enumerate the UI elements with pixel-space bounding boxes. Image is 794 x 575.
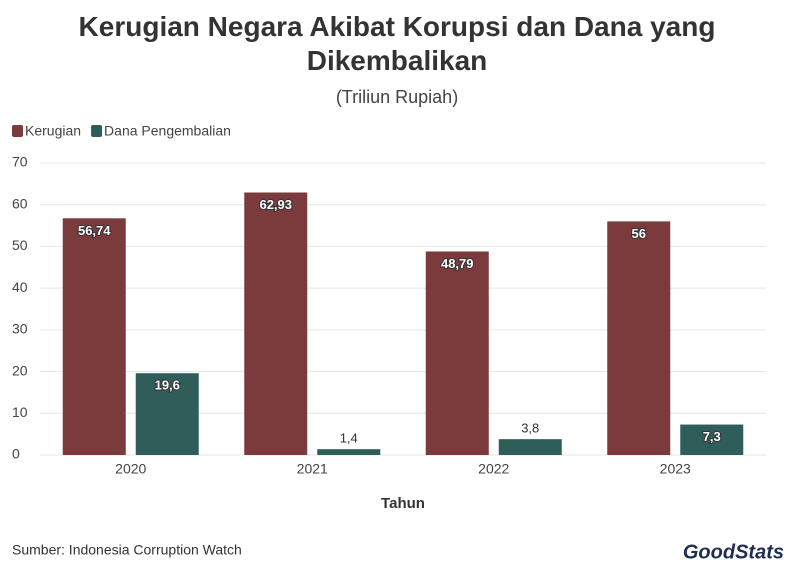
bar xyxy=(135,373,199,455)
data-label: 7,3 xyxy=(703,429,721,444)
y-tick-label: 30 xyxy=(12,321,28,337)
bar xyxy=(498,439,562,455)
data-label: 19,6 xyxy=(155,378,180,393)
data-label: 3,8 xyxy=(521,421,539,436)
legend-swatch xyxy=(91,125,103,137)
y-tick-label: 50 xyxy=(12,237,28,253)
x-tick-label: 2023 xyxy=(660,461,691,477)
legend-label: Kerugian xyxy=(25,123,81,139)
brand-logo: GoodStats xyxy=(683,541,784,563)
y-tick-label: 10 xyxy=(12,404,28,420)
data-label: 48,79 xyxy=(441,256,474,271)
x-tick-label: 2020 xyxy=(115,461,146,477)
y-tick-label: 70 xyxy=(12,154,28,170)
bar xyxy=(680,424,744,455)
y-tick-label: 40 xyxy=(12,279,28,295)
bar xyxy=(317,449,381,455)
bar xyxy=(607,221,671,455)
data-label: 56,74 xyxy=(78,223,111,238)
x-axis-label: Tahun xyxy=(381,495,425,512)
chart-subtitle: (Triliun Rupiah) xyxy=(336,87,458,107)
legend-swatch xyxy=(12,125,23,137)
data-label: 1,4 xyxy=(340,431,358,446)
bar xyxy=(62,218,126,455)
y-tick-label: 0 xyxy=(12,446,20,462)
data-label: 56 xyxy=(632,226,646,241)
y-tick-label: 60 xyxy=(12,195,28,211)
data-label: 62,93 xyxy=(259,197,292,212)
source: Sumber: Indonesia Corruption Watch xyxy=(12,542,242,558)
y-tick-label: 20 xyxy=(12,362,28,378)
x-tick-label: 2022 xyxy=(478,461,509,477)
legend-label: Dana Pengembalian xyxy=(104,123,231,139)
x-tick-label: 2021 xyxy=(297,461,328,477)
chart-title: Kerugian Negara Akibat Korupsi dan Dana … xyxy=(78,11,716,76)
bar xyxy=(244,192,308,455)
bar xyxy=(425,251,489,455)
